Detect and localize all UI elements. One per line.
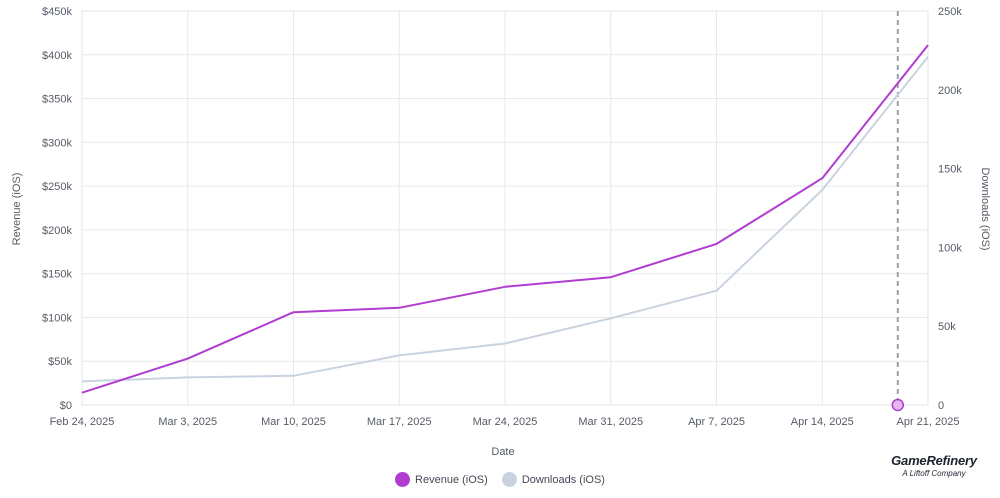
legend-swatch-revenue bbox=[395, 472, 411, 487]
x-tick-label: Feb 24, 2025 bbox=[50, 416, 115, 428]
brand-name: GameRefinery bbox=[891, 453, 977, 468]
x-tick-label: Apr 21, 2025 bbox=[897, 416, 960, 428]
x-tick-label: Mar 31, 2025 bbox=[578, 416, 643, 428]
legend-label-revenue: Revenue (iOS) bbox=[415, 473, 488, 486]
brand-logo: GameRefinery A Liftoff Company bbox=[878, 453, 990, 478]
right-tick-label: 250k bbox=[938, 6, 962, 18]
series-line-downloads bbox=[81, 56, 929, 383]
legend: Revenue (iOS) Downloads (iOS) bbox=[0, 472, 1000, 487]
legend-swatch-downloads bbox=[501, 472, 517, 487]
legend-item-revenue[interactable]: Revenue (iOS) bbox=[395, 472, 488, 487]
series-layer bbox=[81, 44, 929, 394]
left-tick-label: $250k bbox=[42, 181, 72, 193]
vertical-gridlines bbox=[81, 11, 929, 405]
x-tick-label: Mar 3, 2025 bbox=[158, 416, 217, 428]
left-tick-label: $300k bbox=[42, 137, 72, 149]
left-tick-label: $100k bbox=[42, 312, 72, 324]
x-tick-label: Mar 24, 2025 bbox=[473, 416, 538, 428]
left-tick-label: $400k bbox=[42, 50, 72, 62]
left-tick-label: $350k bbox=[42, 94, 72, 106]
date-marker-handle[interactable] bbox=[891, 398, 905, 412]
x-axis-title: Date bbox=[491, 446, 514, 458]
right-tick-label: 200k bbox=[938, 85, 962, 97]
x-tick-label: Apr 14, 2025 bbox=[791, 416, 854, 428]
right-tick-label: 150k bbox=[938, 164, 962, 176]
left-tick-label: $150k bbox=[42, 269, 72, 281]
right-tick-label: 0 bbox=[938, 400, 944, 412]
brand-tagline: A Liftoff Company bbox=[902, 469, 966, 478]
x-tick-label: Mar 10, 2025 bbox=[261, 416, 326, 428]
series-line-revenue bbox=[81, 44, 929, 394]
left-axis-ticks: $0 $50k $100k $150k $200k $250k $300k $350k $400… bbox=[42, 6, 72, 412]
plot-area-border bbox=[81, 10, 929, 406]
left-axis-title: Revenue (iOS) bbox=[11, 173, 23, 246]
x-tick-label: Mar 17, 2025 bbox=[367, 416, 432, 428]
right-tick-label: 50k bbox=[938, 321, 956, 333]
legend-label-downloads: Downloads (iOS) bbox=[521, 473, 605, 486]
right-axis-title: Downloads (iOS) bbox=[979, 167, 991, 250]
right-tick-label: 100k bbox=[938, 242, 962, 254]
right-axis-ticks: 0 50k 100k 150k 200k 250k bbox=[938, 6, 962, 412]
x-axis-ticks: Feb 24, 2025 Mar 3, 2025 Mar 10, 2025 Mar 1… bbox=[50, 416, 960, 428]
legend-item-downloads[interactable]: Downloads (iOS) bbox=[501, 472, 605, 487]
x-tick-label: Apr 7, 2025 bbox=[688, 416, 745, 428]
left-tick-label: $450k bbox=[42, 6, 72, 18]
left-tick-label: $50k bbox=[48, 356, 72, 368]
left-tick-label: $200k bbox=[42, 225, 72, 237]
left-tick-label: $0 bbox=[60, 400, 72, 412]
